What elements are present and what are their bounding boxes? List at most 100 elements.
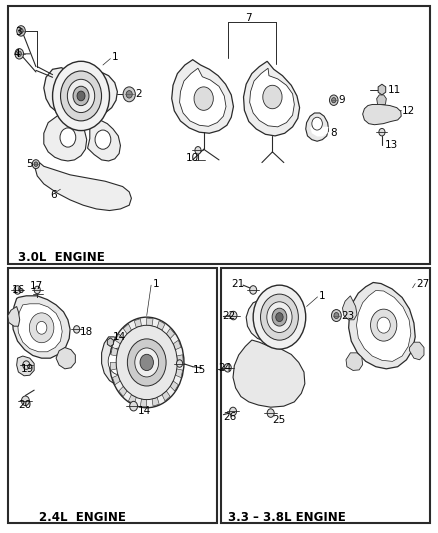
Circle shape bbox=[379, 128, 385, 136]
Polygon shape bbox=[162, 391, 170, 401]
Polygon shape bbox=[107, 338, 113, 346]
Polygon shape bbox=[173, 340, 181, 350]
Polygon shape bbox=[170, 381, 178, 391]
Circle shape bbox=[261, 294, 298, 340]
Polygon shape bbox=[147, 318, 153, 326]
Text: 2: 2 bbox=[135, 90, 141, 99]
Circle shape bbox=[140, 354, 153, 370]
Polygon shape bbox=[180, 68, 226, 126]
Circle shape bbox=[371, 309, 397, 341]
Circle shape bbox=[36, 321, 47, 334]
Polygon shape bbox=[378, 84, 386, 95]
Polygon shape bbox=[17, 356, 34, 376]
Polygon shape bbox=[410, 342, 424, 360]
Text: 14: 14 bbox=[113, 332, 126, 342]
Bar bbox=[221, 268, 430, 523]
Text: 2.4L  ENGINE: 2.4L ENGINE bbox=[39, 511, 126, 524]
Circle shape bbox=[334, 312, 339, 319]
Circle shape bbox=[194, 87, 213, 110]
Circle shape bbox=[230, 311, 237, 320]
Polygon shape bbox=[175, 369, 183, 377]
Polygon shape bbox=[102, 337, 137, 386]
Circle shape bbox=[34, 286, 40, 294]
Polygon shape bbox=[357, 290, 411, 361]
Text: 10: 10 bbox=[186, 154, 199, 163]
Text: 22: 22 bbox=[223, 311, 236, 320]
Circle shape bbox=[263, 85, 282, 109]
Text: 1: 1 bbox=[152, 279, 159, 288]
Circle shape bbox=[14, 286, 21, 294]
Circle shape bbox=[177, 360, 183, 367]
Text: 9: 9 bbox=[338, 95, 345, 105]
Circle shape bbox=[329, 95, 338, 106]
Text: 3: 3 bbox=[15, 27, 21, 37]
Polygon shape bbox=[233, 340, 305, 407]
Circle shape bbox=[253, 285, 306, 349]
Text: 17: 17 bbox=[30, 281, 43, 290]
Polygon shape bbox=[8, 306, 20, 326]
Circle shape bbox=[17, 51, 21, 56]
Text: 6: 6 bbox=[50, 190, 57, 199]
Text: 24: 24 bbox=[218, 363, 231, 373]
Polygon shape bbox=[377, 95, 386, 104]
Polygon shape bbox=[119, 386, 127, 397]
Polygon shape bbox=[110, 362, 117, 370]
Circle shape bbox=[267, 302, 292, 333]
Polygon shape bbox=[128, 394, 136, 404]
Circle shape bbox=[332, 310, 341, 321]
Text: 23: 23 bbox=[341, 311, 354, 320]
Text: 1: 1 bbox=[112, 52, 118, 62]
Polygon shape bbox=[152, 397, 159, 406]
Circle shape bbox=[73, 86, 89, 106]
Circle shape bbox=[77, 91, 85, 101]
Polygon shape bbox=[244, 61, 300, 136]
Text: 5: 5 bbox=[26, 159, 33, 169]
Circle shape bbox=[23, 361, 30, 369]
Circle shape bbox=[127, 339, 166, 386]
Polygon shape bbox=[18, 304, 62, 352]
Text: 3.0L  ENGINE: 3.0L ENGINE bbox=[18, 251, 104, 264]
Polygon shape bbox=[246, 300, 291, 342]
Polygon shape bbox=[349, 282, 415, 369]
Circle shape bbox=[332, 98, 336, 103]
Circle shape bbox=[267, 409, 274, 417]
Circle shape bbox=[60, 71, 102, 121]
Text: 21: 21 bbox=[231, 279, 244, 288]
Circle shape bbox=[19, 28, 23, 34]
Polygon shape bbox=[141, 399, 147, 407]
Circle shape bbox=[21, 396, 29, 406]
Text: 19: 19 bbox=[21, 364, 34, 374]
Text: 11: 11 bbox=[388, 85, 401, 94]
Polygon shape bbox=[172, 60, 233, 133]
Circle shape bbox=[276, 313, 283, 321]
Circle shape bbox=[130, 401, 138, 411]
Circle shape bbox=[135, 348, 159, 377]
Text: 25: 25 bbox=[272, 415, 286, 425]
Polygon shape bbox=[177, 355, 183, 362]
Circle shape bbox=[272, 308, 287, 326]
Circle shape bbox=[250, 286, 257, 294]
Polygon shape bbox=[12, 296, 70, 358]
Polygon shape bbox=[346, 353, 363, 370]
Circle shape bbox=[32, 160, 39, 168]
Circle shape bbox=[110, 317, 184, 408]
Circle shape bbox=[74, 326, 80, 333]
Text: 1: 1 bbox=[319, 291, 325, 301]
Circle shape bbox=[195, 147, 201, 154]
Polygon shape bbox=[134, 319, 141, 328]
Circle shape bbox=[126, 91, 132, 98]
Polygon shape bbox=[115, 334, 124, 344]
Text: 4: 4 bbox=[13, 49, 20, 59]
Polygon shape bbox=[44, 114, 87, 161]
Circle shape bbox=[377, 317, 390, 333]
Text: 26: 26 bbox=[223, 412, 237, 422]
Text: 18: 18 bbox=[80, 327, 93, 336]
Bar bbox=[8, 268, 217, 523]
Polygon shape bbox=[56, 348, 75, 369]
Circle shape bbox=[17, 26, 25, 36]
Circle shape bbox=[95, 130, 111, 149]
Polygon shape bbox=[111, 348, 118, 356]
Polygon shape bbox=[123, 324, 131, 334]
Text: 8: 8 bbox=[330, 128, 336, 138]
Text: 13: 13 bbox=[385, 140, 398, 150]
